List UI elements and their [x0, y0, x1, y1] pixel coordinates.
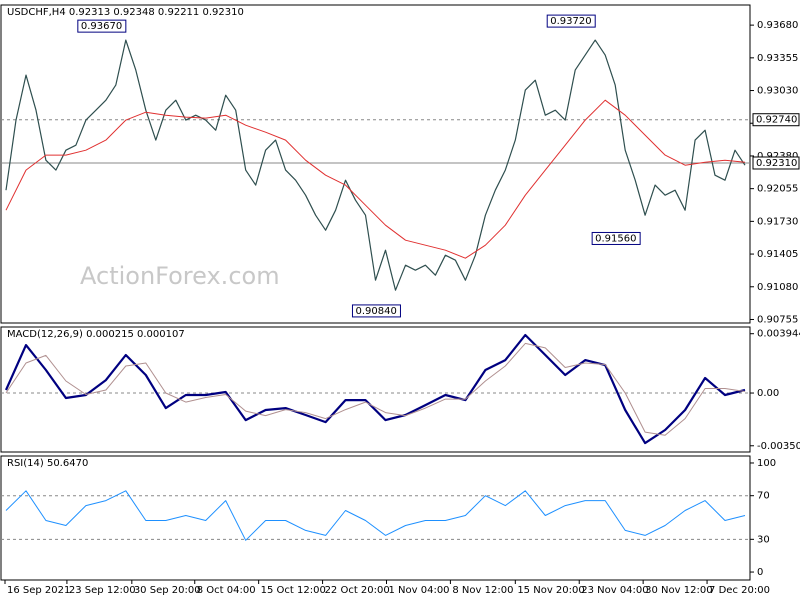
panel-frame — [0, 4, 751, 324]
price-label: 0.93670 — [81, 21, 122, 32]
series-line — [5, 99, 746, 259]
price-box — [77, 19, 127, 33]
y-tick-label: 0.003944 — [757, 329, 800, 340]
y-tick-label: 0.91080 — [757, 282, 798, 293]
panel-frame — [0, 326, 751, 453]
y-tick-label: 0.93680 — [757, 20, 798, 31]
series-line — [5, 342, 746, 436]
level-label: 0.92740 — [756, 115, 797, 126]
panel-frame — [0, 455, 751, 581]
x-tick-label: 15 Nov 20:00 — [517, 585, 584, 596]
panel-title: MACD(12,26,9) 0.000215 0.000107 — [7, 329, 185, 340]
x-tick-label: 8 Nov 12:00 — [452, 585, 513, 596]
x-tick-label: 30 Nov 12:00 — [645, 585, 712, 596]
y-tick-label: 0.00 — [757, 388, 779, 399]
y-tick-label: 0.91405 — [757, 249, 798, 260]
x-tick-label: 16 Sep 2021 — [7, 585, 70, 596]
x-tick-label: 15 Oct 12:00 — [261, 585, 326, 596]
y-tick-label: 100 — [757, 458, 776, 469]
series-line — [5, 490, 746, 541]
x-tick-label: 30 Sep 20:00 — [134, 585, 201, 596]
level-label-box — [752, 113, 800, 127]
price-label: 0.91560 — [595, 233, 636, 244]
y-tick-label: -0.003506 — [757, 441, 800, 452]
x-tick-label: 23 Sep 12:00 — [69, 585, 136, 596]
y-tick-label: 70 — [757, 491, 770, 502]
series-line — [4, 333, 746, 445]
y-tick-label: 0.91730 — [757, 216, 798, 227]
price-box — [591, 231, 641, 245]
y-tick-label: 0.92380 — [757, 151, 798, 162]
y-tick-label: 30 — [757, 534, 770, 545]
x-tick-label: 23 Nov 04:00 — [581, 585, 648, 596]
x-tick-label: 1 Nov 04:00 — [388, 585, 449, 596]
watermark: ActionForex.com — [80, 262, 280, 290]
level-label-box — [752, 156, 800, 170]
price-box — [351, 304, 401, 318]
x-tick-label: 8 Oct 04:00 — [197, 585, 256, 596]
x-tick-label: 22 Oct 20:00 — [325, 585, 390, 596]
price-label: 0.93720 — [550, 16, 591, 27]
panel-title: USDCHF,H4 0.92313 0.92348 0.92211 0.9231… — [7, 7, 244, 18]
price-label: 0.90840 — [355, 306, 396, 317]
price-box — [546, 14, 596, 28]
series-line — [5, 39, 746, 291]
y-tick-label: 0.93030 — [757, 86, 798, 97]
level-label: 0.92310 — [756, 158, 797, 169]
y-tick-label: 0.93355 — [757, 53, 798, 64]
y-tick-label: 0.90755 — [757, 314, 798, 325]
y-tick-label: 0.92055 — [757, 184, 798, 195]
x-tick-label: 7 Dec 20:00 — [709, 585, 770, 596]
panel-title: RSI(14) 50.6470 — [7, 458, 88, 469]
y-tick-label: 0 — [757, 567, 763, 578]
